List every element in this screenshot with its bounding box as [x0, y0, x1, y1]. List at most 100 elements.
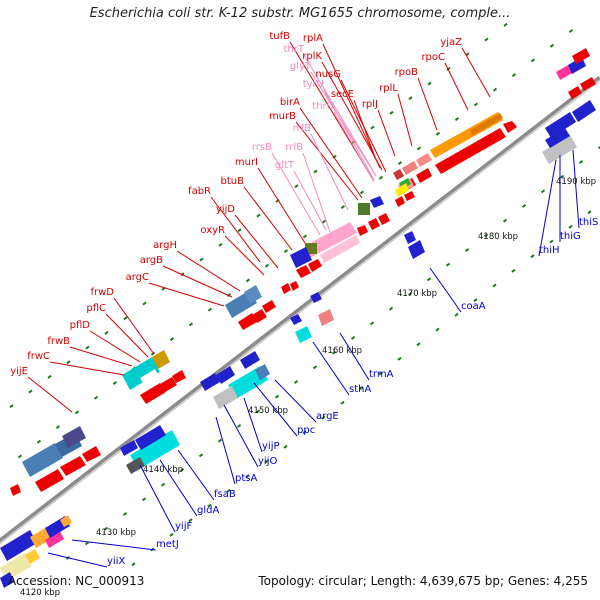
gene-label-ppc[interactable]: ppc — [297, 425, 315, 436]
gene-label-coaA[interactable]: coaA — [461, 301, 486, 312]
gene-label-oxyR[interactable]: oxyR — [200, 225, 225, 236]
feature[interactable] — [318, 309, 334, 326]
feature[interactable] — [140, 383, 166, 404]
gene-label-thiG[interactable]: thiG — [560, 231, 581, 242]
gene-label-fabR[interactable]: fabR — [188, 186, 211, 197]
feature[interactable] — [213, 386, 238, 409]
gene-label-rrlB[interactable]: rrlB — [285, 142, 303, 153]
gene-label-rplJ[interactable]: rplJ — [362, 99, 378, 110]
feature[interactable] — [0, 572, 14, 588]
feature[interactable] — [568, 86, 582, 99]
feature[interactable] — [130, 430, 180, 470]
gene-label-thiS[interactable]: thiS — [579, 217, 598, 228]
gene-label-murB[interactable]: murB — [269, 111, 296, 122]
feature[interactable] — [358, 203, 370, 215]
feature[interactable] — [503, 121, 517, 133]
feature[interactable] — [572, 48, 590, 64]
gene-label-rrsB[interactable]: rrsB — [252, 142, 272, 153]
gene-label-rpoC[interactable]: rpoC — [421, 52, 445, 63]
feature[interactable] — [22, 443, 63, 477]
feature[interactable] — [216, 366, 235, 384]
gene-label-yijD[interactable]: yijD — [216, 204, 235, 215]
gene-label-thrU[interactable]: thrU — [312, 101, 334, 112]
gene-label-pflD[interactable]: pflD — [70, 320, 91, 331]
feature[interactable] — [545, 112, 576, 138]
feature[interactable] — [320, 235, 360, 263]
feature[interactable] — [404, 191, 415, 201]
feature[interactable] — [244, 285, 262, 304]
gene-label-argB[interactable]: argB — [140, 255, 163, 266]
gene-label-yijO[interactable]: yijO — [258, 456, 277, 467]
gene-label-btuB[interactable]: btuB — [221, 176, 245, 187]
feature[interactable] — [378, 213, 390, 225]
gene-label-thrT[interactable]: thrT — [284, 44, 305, 55]
gene-label-secE[interactable]: secE — [331, 89, 354, 100]
gene-label-rplL[interactable]: rplL — [379, 83, 398, 94]
feature[interactable] — [126, 457, 145, 474]
feature[interactable] — [10, 484, 21, 496]
gene-label-yijF[interactable]: yijF — [175, 521, 192, 532]
gene-label-yijE[interactable]: yijE — [10, 366, 28, 377]
feature[interactable] — [62, 426, 86, 448]
feature[interactable] — [305, 243, 317, 254]
feature[interactable] — [60, 515, 72, 527]
feature[interactable] — [572, 100, 596, 122]
gene-label-rpoB[interactable]: rpoB — [395, 67, 419, 78]
gene-label-pflC[interactable]: pflC — [86, 303, 106, 314]
gene-label-rplA[interactable]: rplA — [303, 33, 323, 44]
feature[interactable] — [470, 113, 503, 136]
feature[interactable] — [393, 169, 404, 180]
feature[interactable] — [35, 469, 64, 492]
gene-label-yjaZ[interactable]: yjaZ — [440, 37, 462, 48]
feature[interactable] — [60, 456, 86, 476]
feature[interactable] — [290, 281, 299, 291]
gene-label-tufB[interactable]: tufB — [269, 31, 290, 42]
feature[interactable] — [370, 196, 384, 208]
gene-label-murI[interactable]: murI — [235, 157, 258, 168]
feature[interactable] — [290, 247, 312, 268]
gene-label-yiiX[interactable]: yiiX — [107, 556, 125, 567]
feature[interactable] — [238, 313, 257, 330]
feature[interactable] — [200, 373, 220, 391]
feature[interactable] — [310, 292, 322, 303]
feature[interactable] — [312, 222, 357, 253]
gene-label-yijP[interactable]: yijP — [262, 441, 280, 452]
feature[interactable] — [295, 326, 312, 343]
feature[interactable] — [296, 265, 311, 278]
feature[interactable] — [416, 168, 432, 183]
feature[interactable] — [82, 446, 101, 462]
gene-label-frwD[interactable]: frwD — [90, 287, 114, 298]
feature[interactable] — [402, 161, 418, 175]
gene-label-glyT[interactable]: glyT — [290, 61, 312, 72]
feature[interactable] — [290, 314, 302, 325]
feature[interactable] — [25, 549, 40, 564]
feature[interactable] — [152, 350, 170, 369]
gene-label-rplK[interactable]: rplK — [302, 51, 322, 62]
feature[interactable] — [122, 357, 160, 390]
gene-label-metJ[interactable]: metJ — [156, 539, 179, 550]
gene-label-tyrU[interactable]: tyrU — [303, 79, 324, 90]
gene-label-birA[interactable]: birA — [280, 97, 300, 108]
feature[interactable] — [240, 351, 260, 369]
feature[interactable] — [308, 259, 322, 272]
feature[interactable] — [252, 309, 267, 323]
gene-label-fsaB[interactable]: fsaB — [214, 489, 236, 500]
gene-label-thiH[interactable]: thiH — [539, 245, 560, 256]
gene-label-argH[interactable]: argH — [153, 240, 177, 251]
gene-label-frwC[interactable]: frwC — [27, 351, 50, 362]
gene-label-argC[interactable]: argC — [126, 272, 149, 283]
feature[interactable] — [262, 300, 276, 313]
feature[interactable] — [580, 77, 596, 91]
gene-label-frwB[interactable]: frwB — [47, 336, 70, 347]
feature[interactable] — [435, 128, 506, 174]
gene-label-trmA[interactable]: trmA — [369, 369, 394, 380]
feature[interactable] — [568, 57, 586, 74]
feature[interactable] — [0, 530, 37, 561]
feature[interactable] — [408, 240, 425, 259]
feature[interactable] — [395, 183, 409, 197]
gene-label-gltT[interactable]: gltT — [275, 160, 295, 171]
feature[interactable] — [160, 377, 177, 392]
feature[interactable] — [545, 128, 570, 148]
feature[interactable] — [395, 196, 405, 207]
feature[interactable] — [404, 231, 416, 244]
